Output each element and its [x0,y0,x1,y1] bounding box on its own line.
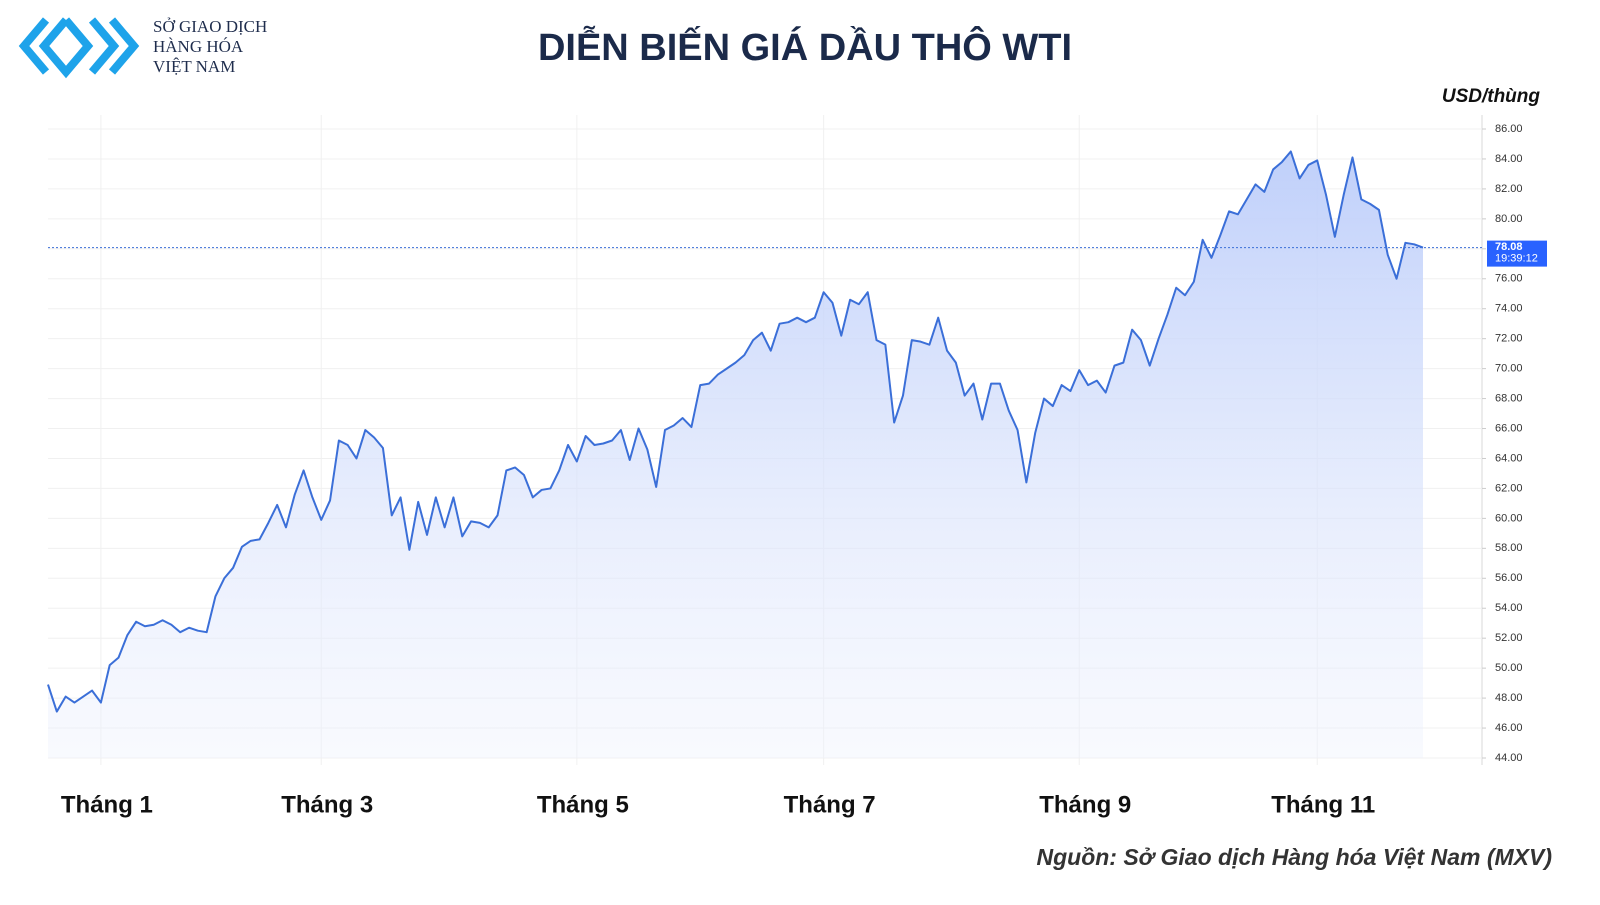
x-tick-label: Tháng 3 [281,791,373,818]
y-tick-label: 62.00 [1495,482,1523,494]
y-tick-label: 50.00 [1495,662,1523,674]
y-tick-label: 54.00 [1495,602,1523,614]
source-note: Nguồn: Sở Giao dịch Hàng hóa Việt Nam (M… [1036,844,1552,870]
y-tick-label: 58.00 [1495,542,1523,554]
last-price-tag [1487,240,1547,267]
x-tick-label: Tháng 7 [784,791,876,818]
y-tick-label: 52.00 [1495,632,1523,644]
y-tick-label: 84.00 [1495,153,1523,165]
y-tick-label: 64.00 [1495,452,1523,464]
last-price-time: 19:39:12 [1495,253,1538,265]
chart-title: DIỄN BIẾN GIÁ DẦU THÔ WTI [538,24,1072,69]
x-tick-label: Tháng 11 [1271,791,1375,818]
y-tick-label: 82.00 [1495,183,1523,195]
y-tick-label: 68.00 [1495,392,1523,404]
y-tick-label: 70.00 [1495,363,1523,375]
y-tick-label: 74.00 [1495,303,1523,315]
y-tick-label: 86.00 [1495,123,1523,135]
price-line [47,150,1424,713]
y-tick-label: 76.00 [1495,273,1523,285]
logo-mark [18,17,140,79]
y-axis-label: USD/thùng [1442,86,1541,107]
x-tick-label: Tháng 5 [537,791,629,818]
y-tick-label: 60.00 [1495,512,1523,524]
y-tick-label: 66.00 [1495,422,1523,434]
last-price-label: 78.08 [1495,241,1523,253]
y-tick-label: 56.00 [1495,572,1523,584]
area [48,151,1423,758]
y-tick-label: 80.00 [1495,213,1523,225]
y-tick-label: 48.00 [1495,692,1523,704]
x-tick-label: Tháng 1 [61,791,153,818]
logo-text: SỞ GIAO DỊCH [153,17,267,36]
y-tick-label: 44.00 [1495,752,1523,764]
y-tick-label: 72.00 [1495,333,1523,345]
logo-text: HÀNG HÓA [153,37,244,56]
x-tick-label: Tháng 9 [1039,791,1131,818]
y-tick-label: 46.00 [1495,722,1523,734]
logo-text: VIỆT NAM [153,57,235,76]
